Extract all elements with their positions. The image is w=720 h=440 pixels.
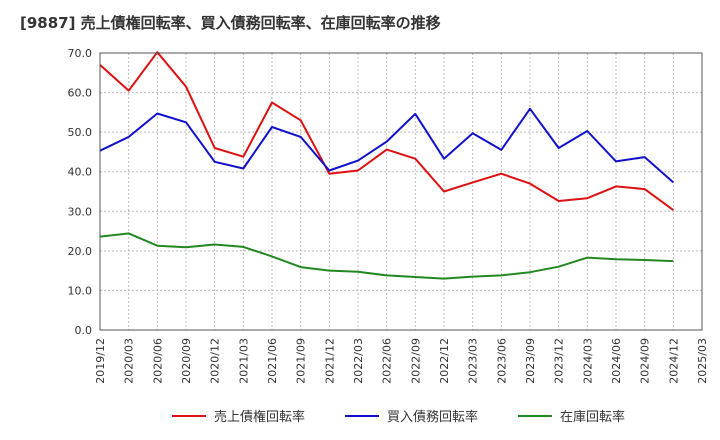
legend-label: 在庫回転率 (560, 409, 625, 425)
x-tick-label: 2020/12 (209, 338, 222, 384)
legend: 売上債権回転率 買入債務回転率 在庫回転率 (172, 409, 625, 425)
y-tick-label: 40.0 (68, 166, 93, 179)
y-tick-label: 0.0 (75, 324, 93, 337)
y-axis: 0.0 10.0 20.0 30.0 40.0 50.0 60.0 70.0 (68, 47, 93, 337)
x-axis: 2019/12 2020/03 2020/06 2020/09 2020/12 2021/… (94, 338, 709, 384)
x-tick-label: 2021/09 (295, 338, 308, 384)
x-tick-label: 2024/09 (639, 338, 652, 384)
chart-title: [9887] 売上債権回転率、買入債務回転率、在庫回転率の推移 (20, 14, 441, 32)
x-tick-label: 2021/06 (266, 338, 279, 384)
x-tick-label: 2019/12 (94, 338, 107, 384)
y-tick-label: 30.0 (68, 205, 93, 218)
y-tick-label: 20.0 (68, 245, 93, 258)
x-tick-label: 2021/03 (237, 338, 250, 384)
x-tick-label: 2023/09 (524, 338, 537, 384)
y-tick-label: 10.0 (68, 284, 93, 297)
x-tick-label: 2024/12 (667, 338, 680, 384)
x-tick-label: 2023/12 (553, 338, 566, 384)
x-tick-label: 2022/09 (409, 338, 422, 384)
legend-label: 買入債務回転率 (387, 409, 478, 425)
series-lines (99, 51, 674, 280)
series-line-3 (99, 232, 674, 280)
x-tick-label: 2022/03 (352, 338, 365, 384)
x-tick-label: 2022/12 (438, 338, 451, 384)
series-line-1 (99, 51, 674, 211)
y-tick-label: 50.0 (68, 126, 93, 139)
series-line-2 (99, 107, 674, 184)
x-tick-label: 2020/09 (180, 338, 193, 384)
x-tick-label: 2024/03 (581, 338, 594, 384)
legend-label: 売上債権回転率 (214, 409, 305, 425)
x-tick-label: 2020/03 (123, 338, 136, 384)
x-tick-label: 2020/06 (151, 338, 164, 384)
x-tick-label: 2022/06 (381, 338, 394, 384)
x-tick-label: 2021/12 (323, 338, 336, 384)
x-tick-label: 2024/06 (610, 338, 623, 384)
x-tick-label: 2023/03 (467, 338, 480, 384)
x-tick-label: 2025/03 (696, 338, 709, 384)
plot-frame (99, 52, 703, 331)
y-tick-label: 70.0 (68, 47, 93, 60)
x-tick-label: 2023/06 (495, 338, 508, 384)
y-tick-label: 60.0 (68, 87, 93, 100)
